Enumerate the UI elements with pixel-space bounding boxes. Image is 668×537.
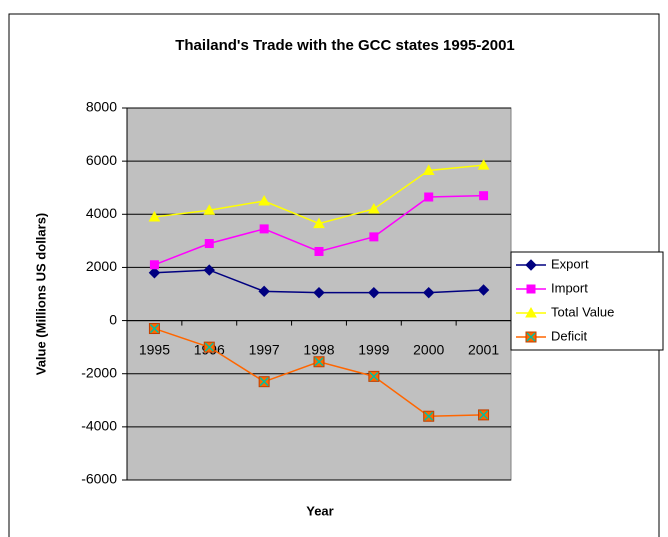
x-tick-label: 1998 (303, 341, 334, 357)
marker-cross (479, 410, 489, 420)
x-tick-label: 1999 (358, 341, 389, 357)
data-point (422, 164, 435, 175)
data-point (258, 194, 270, 206)
data-point (148, 267, 161, 279)
data-point (479, 191, 489, 201)
legend-marker (525, 259, 537, 271)
y-tick-label: 4000 (86, 205, 117, 221)
data-point (477, 284, 490, 296)
legend-marker (525, 306, 537, 318)
legend-marker (526, 284, 536, 294)
legend-label: Export (551, 256, 589, 271)
marker-cross (424, 411, 434, 421)
marker-cross (149, 324, 159, 334)
x-tick-label: 1997 (249, 341, 280, 357)
data-point (258, 285, 270, 298)
marker-cross (526, 332, 536, 342)
data-point (314, 246, 324, 256)
data-point (148, 210, 161, 222)
x-tick-label: 1995 (139, 341, 170, 357)
data-point (203, 264, 215, 276)
y-tick-label: 2000 (86, 258, 117, 274)
y-tick-label: 6000 (86, 152, 117, 168)
data-point (477, 159, 490, 170)
y-tick-label: 8000 (86, 99, 117, 115)
data-point (204, 239, 214, 249)
data-point (423, 286, 435, 299)
y-tick-label: -2000 (81, 364, 117, 380)
data-point (369, 232, 379, 242)
marker-cross (314, 357, 324, 367)
data-point (313, 286, 325, 299)
legend-label: Total Value (551, 304, 614, 319)
data-point (368, 286, 380, 299)
legend-label: Import (551, 280, 588, 295)
y-axis-label: Value (Millions US dollars) (33, 213, 48, 376)
marker-cross (259, 377, 269, 387)
y-tick-label: 0 (109, 311, 117, 327)
marker-cross (204, 342, 214, 352)
x-tick-label: 2000 (413, 341, 444, 357)
marker-cross (369, 371, 379, 381)
x-tick-label: 2001 (468, 341, 499, 357)
data-point (203, 204, 216, 215)
data-point (424, 192, 434, 202)
data-point (313, 217, 325, 229)
y-tick-label: -6000 (81, 471, 117, 487)
data-point (259, 224, 269, 234)
legend-label: Deficit (551, 328, 588, 343)
data-point (368, 202, 380, 214)
x-axis-label: Year (306, 503, 333, 518)
chart-title: Thailand's Trade with the GCC states 199… (175, 37, 515, 54)
y-tick-label: -4000 (81, 418, 117, 434)
data-point (149, 260, 159, 270)
